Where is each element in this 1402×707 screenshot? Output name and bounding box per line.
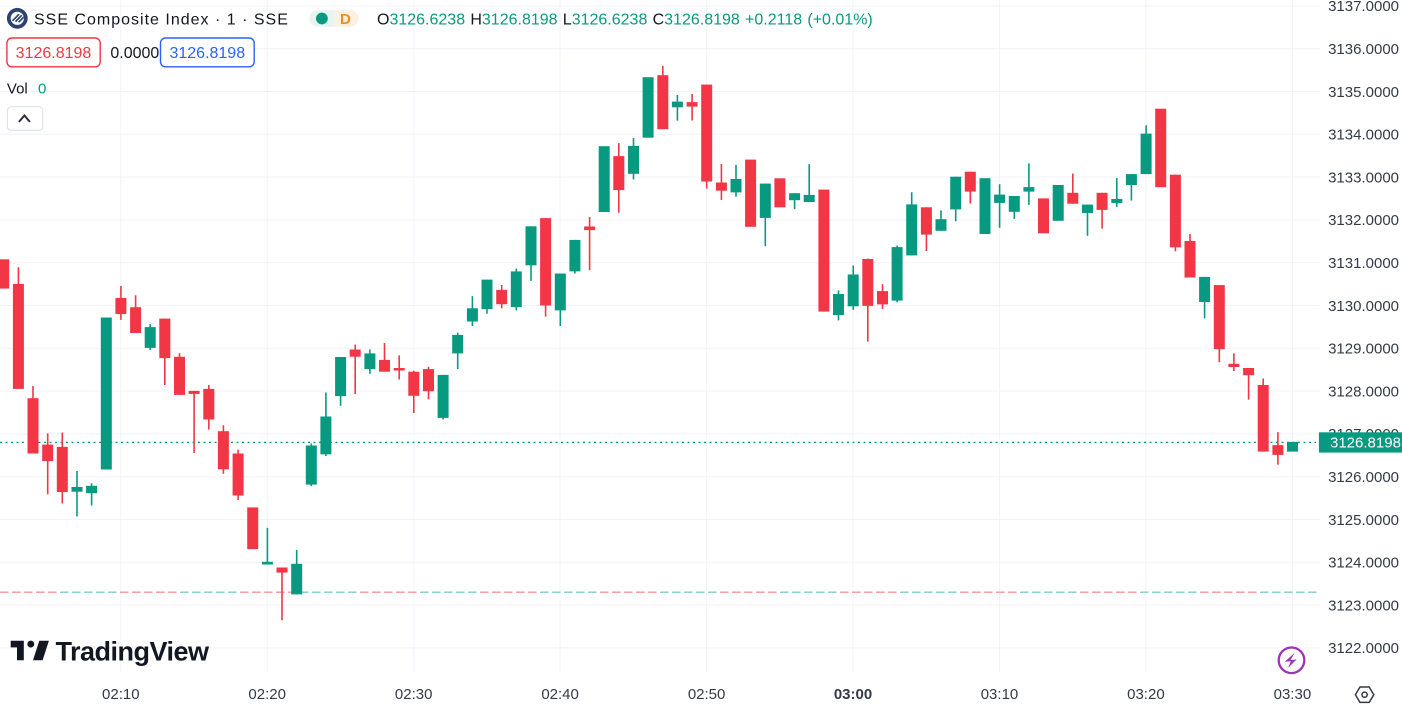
svg-text:SSE Composite Index · 1 · SSE: SSE Composite Index · 1 · SSE [34, 11, 289, 28]
svg-text:3126.8198: 3126.8198 [1330, 435, 1401, 452]
svg-text:02:30: 02:30 [395, 686, 433, 703]
svg-text:3134.0000: 3134.0000 [1328, 127, 1399, 144]
svg-text:3125.0000: 3125.0000 [1328, 512, 1399, 529]
svg-text:3136.0000: 3136.0000 [1328, 41, 1399, 58]
svg-text:03:00: 03:00 [834, 686, 872, 703]
svg-text:3126.0000: 3126.0000 [1328, 469, 1399, 486]
svg-text:3132.0000: 3132.0000 [1328, 212, 1399, 229]
svg-text:02:20: 02:20 [248, 686, 286, 703]
svg-text:3122.0000: 3122.0000 [1328, 640, 1399, 657]
svg-text:3128.0000: 3128.0000 [1328, 383, 1399, 400]
svg-text:03:30: 03:30 [1274, 686, 1312, 703]
svg-text:3123.0000: 3123.0000 [1328, 597, 1399, 614]
svg-text:3137.0000: 3137.0000 [1328, 0, 1399, 15]
svg-text:D: D [340, 11, 351, 28]
svg-text:02:40: 02:40 [541, 686, 579, 703]
svg-text:3124.0000: 3124.0000 [1328, 555, 1399, 572]
svg-text:3129.0000: 3129.0000 [1328, 341, 1399, 358]
svg-text:03:20: 03:20 [1127, 686, 1165, 703]
svg-text:3130.0000: 3130.0000 [1328, 298, 1399, 315]
svg-text:3133.0000: 3133.0000 [1328, 169, 1399, 186]
svg-text:3131.0000: 3131.0000 [1328, 255, 1399, 272]
svg-text:0.0000: 0.0000 [110, 45, 159, 62]
svg-text:O3126.6238 H3126.8198 L3126.62: O3126.6238 H3126.8198 L3126.6238 C3126.8… [377, 11, 873, 28]
svg-text:TradingView: TradingView [56, 636, 211, 666]
svg-text:3126.8198: 3126.8198 [169, 45, 245, 62]
svg-text:0: 0 [38, 81, 46, 98]
svg-text:3126.8198: 3126.8198 [16, 45, 92, 62]
svg-text:02:10: 02:10 [102, 686, 140, 703]
svg-text:03:10: 03:10 [981, 686, 1019, 703]
svg-text:02:50: 02:50 [688, 686, 726, 703]
svg-text:Vol: Vol [7, 81, 28, 98]
svg-text:3135.0000: 3135.0000 [1328, 84, 1399, 101]
